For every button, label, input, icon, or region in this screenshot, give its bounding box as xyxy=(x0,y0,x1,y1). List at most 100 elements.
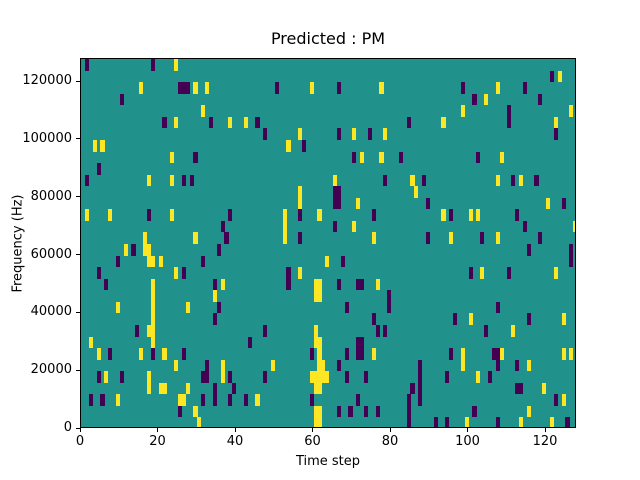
chart-title: Predicted : PM xyxy=(270,29,386,48)
heatmap-cells xyxy=(81,59,575,427)
heatmap-cell xyxy=(255,394,260,406)
heatmap-cell xyxy=(406,394,411,406)
heatmap-cell xyxy=(336,82,341,94)
heatmap-cell xyxy=(181,174,186,187)
heatmap-cell xyxy=(205,371,210,383)
heatmap-cell xyxy=(553,267,558,279)
heatmap-cell xyxy=(150,313,155,325)
heatmap-cell xyxy=(313,417,318,427)
x-tick-label: 120 xyxy=(532,434,558,449)
heatmap-cell xyxy=(84,209,90,221)
heatmap-cell xyxy=(518,174,524,187)
heatmap-cell xyxy=(332,220,338,233)
heatmap-cell xyxy=(542,382,547,395)
heatmap-cell xyxy=(468,209,473,221)
heatmap-cell xyxy=(313,336,318,349)
heatmap-cell xyxy=(298,232,303,244)
heatmap-cell xyxy=(92,139,97,152)
heatmap-cell xyxy=(143,244,148,256)
heatmap-cell xyxy=(146,209,152,221)
heatmap-cell xyxy=(313,405,318,418)
heatmap-cell xyxy=(317,348,322,360)
heatmap-cell xyxy=(247,336,252,349)
heatmap-cell xyxy=(282,220,287,233)
heatmap-cell xyxy=(139,82,144,94)
heatmap-cell xyxy=(177,405,183,418)
x-tick-label: 0 xyxy=(75,434,85,449)
heatmap-cell xyxy=(336,186,341,198)
heatmap-cell xyxy=(317,382,322,395)
heatmap-cell xyxy=(344,301,349,314)
heatmap-cell xyxy=(100,139,105,152)
heatmap-cell xyxy=(445,417,450,427)
y-tick-label: 100000 xyxy=(22,130,72,146)
heatmap-cell xyxy=(174,116,179,129)
heatmap-cell xyxy=(162,382,167,395)
heatmap-cell xyxy=(263,371,268,383)
heatmap-cell xyxy=(569,255,574,268)
heatmap-cell xyxy=(375,405,380,418)
heatmap-cell xyxy=(371,209,376,221)
heatmap-cell xyxy=(135,324,140,337)
x-tick-label: 80 xyxy=(381,434,399,449)
heatmap-cell xyxy=(449,209,454,221)
heatmap-cell xyxy=(313,324,318,337)
heatmap-cell xyxy=(158,255,163,268)
heatmap-cell xyxy=(422,174,427,187)
heatmap-cell xyxy=(205,82,210,94)
heatmap-cell xyxy=(363,371,369,383)
heatmap-cell xyxy=(84,59,90,71)
heatmap-cell xyxy=(410,174,415,187)
heatmap-cell xyxy=(406,116,411,129)
y-tick-mark xyxy=(76,254,80,256)
heatmap-cell xyxy=(332,186,338,198)
heatmap-cell xyxy=(298,197,303,210)
x-tick-mark xyxy=(389,428,391,432)
heatmap-cell xyxy=(441,116,446,129)
heatmap-cell xyxy=(406,417,411,427)
heatmap-cell xyxy=(383,174,388,187)
heatmap-cell xyxy=(534,174,539,187)
heatmap-cell xyxy=(449,348,454,360)
heatmap-cell xyxy=(352,151,357,164)
heatmap-cell xyxy=(495,301,500,314)
heatmap-cell xyxy=(379,82,384,94)
heatmap-cell xyxy=(418,394,423,406)
x-axis-label: Time step xyxy=(295,454,361,469)
x-tick-mark xyxy=(234,428,236,432)
heatmap-cell xyxy=(205,359,210,372)
heatmap-cell xyxy=(201,394,206,406)
y-tick-label: 80000 xyxy=(30,188,72,204)
heatmap-cell xyxy=(507,105,512,117)
heatmap-cell xyxy=(220,359,225,372)
heatmap-cell xyxy=(313,382,318,395)
heatmap-cell xyxy=(398,151,403,164)
heatmap-cell xyxy=(569,244,574,256)
heatmap-cell xyxy=(433,417,438,427)
heatmap-cell xyxy=(298,267,303,279)
y-tick-mark xyxy=(76,369,80,371)
y-tick-mark xyxy=(76,80,80,82)
x-tick-label: 20 xyxy=(149,434,166,449)
heatmap-cell xyxy=(146,244,152,256)
heatmap-cell xyxy=(131,244,136,256)
heatmap-cell xyxy=(375,324,380,337)
heatmap-cell xyxy=(174,359,179,372)
y-axis-label: Frequency (Hz) xyxy=(10,194,26,293)
heatmap-cell xyxy=(360,151,365,164)
heatmap-cell xyxy=(336,278,341,291)
y-tick-label: 60000 xyxy=(30,246,72,262)
heatmap-cell xyxy=(553,394,558,406)
heatmap-cell xyxy=(317,371,322,383)
heatmap-cell xyxy=(309,371,314,383)
heatmap-cell xyxy=(193,151,198,164)
heatmap-cell xyxy=(282,232,287,244)
heatmap-cell xyxy=(255,116,260,129)
heatmap-cell xyxy=(185,301,190,314)
heatmap-cell xyxy=(201,255,206,268)
x-tick-mark xyxy=(79,428,81,432)
heatmap-cell xyxy=(146,255,152,268)
heatmap-cell xyxy=(367,128,372,140)
heatmap-cell xyxy=(115,301,121,314)
heatmap-cell xyxy=(282,209,287,221)
